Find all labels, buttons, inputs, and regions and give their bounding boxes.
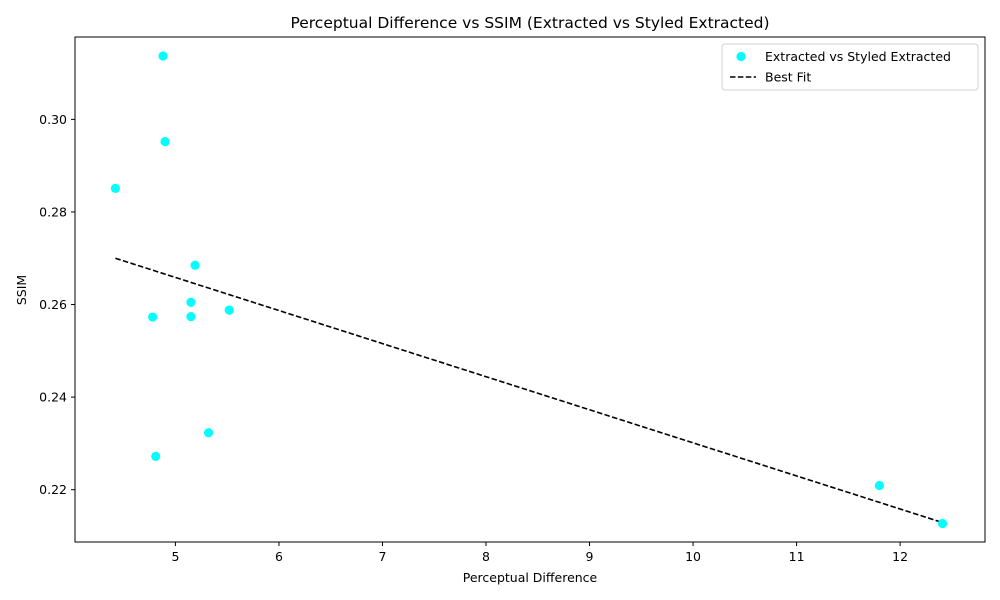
x-tick-label: 12 [892,549,908,564]
scatter-point [148,312,158,322]
y-tick-label: 0.26 [39,297,67,312]
scatter-point [190,260,200,270]
x-tick-label: 7 [378,549,386,564]
legend-label: Best Fit [765,70,811,85]
x-tick-label: 8 [482,549,490,564]
legend: Extracted vs Styled Extracted Best Fit [721,43,979,91]
scatter-point [186,297,196,307]
y-axis-label: SSIM [14,275,29,305]
scatter-point [110,183,120,193]
y-tick-label: 0.30 [39,112,67,127]
legend-label: Extracted vs Styled Extracted [765,49,951,64]
x-tick-label: 11 [789,549,805,564]
scatter-point [203,428,214,438]
x-tick-label: 5 [171,549,179,564]
best-fit-line [115,257,943,524]
scatter-point [937,518,948,529]
x-tick-label: 6 [275,549,283,564]
x-axis-label: Perceptual Difference [463,570,598,585]
plot-frame [74,36,986,543]
legend-box [721,43,979,91]
scatter-point [160,137,170,147]
chart-title: Perceptual Difference vs SSIM (Extracted… [290,14,769,32]
y-tick-label: 0.28 [39,204,67,219]
y-tick-label: 0.24 [39,390,67,405]
scatter-point [158,51,168,61]
x-tick-label: 10 [685,549,701,564]
legend-marker-icon [736,51,746,62]
x-tick-label: 9 [586,549,594,564]
scatter-point [874,480,885,491]
scatter-point [186,311,196,322]
scatter-point [151,451,161,461]
y-tick-label: 0.22 [39,482,67,497]
scatter-point [224,305,234,315]
